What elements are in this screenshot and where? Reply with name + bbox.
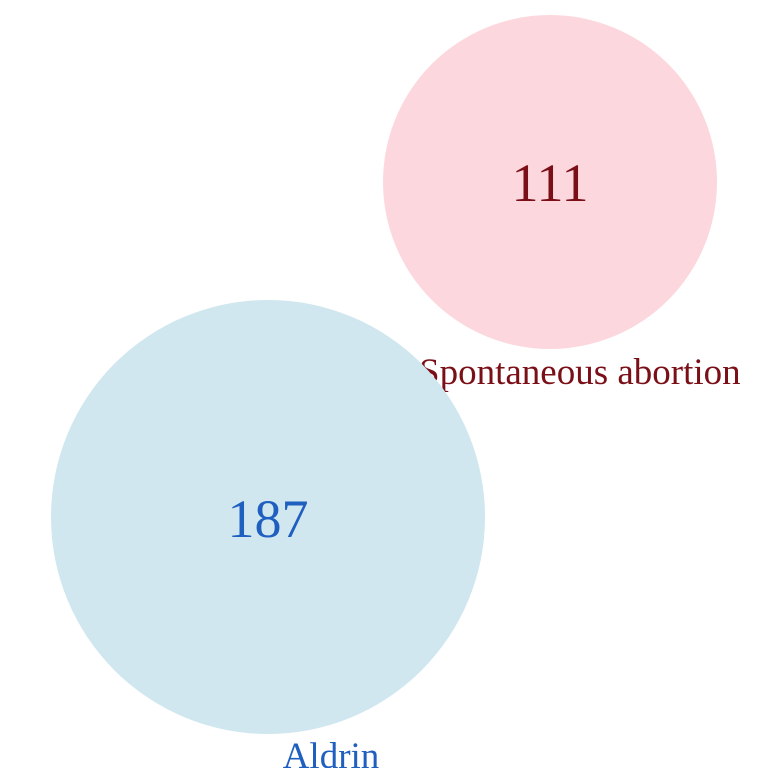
set-count-aldrin: 187 bbox=[228, 489, 309, 549]
set-count-spontaneous-abortion: 111 bbox=[512, 153, 589, 213]
set-aldrin: 187 Aldrin bbox=[51, 300, 485, 768]
set-circle-spontaneous-abortion bbox=[383, 15, 717, 349]
set-circle-aldrin bbox=[51, 300, 485, 734]
set-label-aldrin: Aldrin bbox=[283, 736, 380, 768]
set-label-spontaneous-abortion: Spontaneous abortion bbox=[419, 352, 741, 393]
set-spontaneous-abortion: 111 Spontaneous abortion bbox=[383, 15, 741, 393]
